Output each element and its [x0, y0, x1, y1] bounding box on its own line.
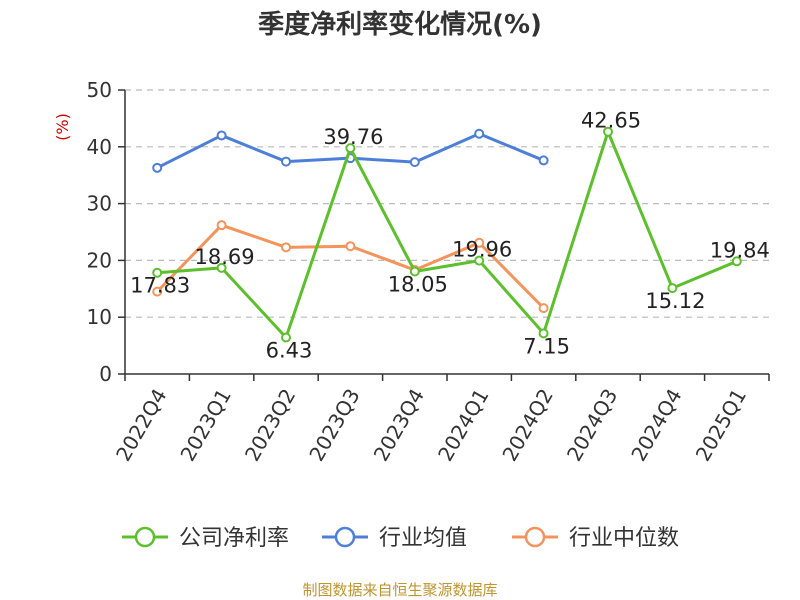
data-point	[345, 241, 356, 252]
legend-swatch-marker	[524, 526, 546, 548]
data-point	[216, 262, 227, 273]
data-label: 18.69	[195, 245, 255, 269]
data-point	[603, 126, 613, 137]
x-tick-label: 2023Q3	[304, 385, 364, 466]
x-tick-label: 2023Q1	[175, 385, 235, 466]
data-point	[281, 156, 291, 167]
data-point	[731, 256, 742, 267]
series-line	[157, 130, 738, 339]
x-tick-label: 2023Q2	[240, 385, 300, 466]
data-point	[152, 286, 163, 297]
data-point	[409, 266, 420, 277]
data-point	[345, 143, 356, 154]
chart-title: 季度净利率变化情况(%)	[258, 9, 542, 40]
y-tick-label: 30	[87, 192, 112, 216]
x-tick-label: 2023Q4	[369, 385, 429, 466]
data-point	[281, 332, 291, 343]
data-point	[152, 162, 163, 173]
x-tick-label: 2024Q1	[433, 385, 493, 466]
data-point	[667, 283, 678, 294]
x-tick-label: 2022Q4	[111, 385, 171, 466]
legend-swatch-marker	[134, 526, 156, 548]
legend-swatch-marker	[334, 526, 356, 548]
data-point	[538, 303, 549, 314]
x-tick-label: 2024Q2	[497, 385, 557, 466]
y-axis-label: (%)	[53, 113, 72, 141]
data-point	[281, 242, 291, 253]
y-tick-labels: 0 10 20 30 40 50	[87, 78, 112, 386]
data-point	[216, 220, 227, 231]
legend: 公司净利率 行业均值 行业中位数	[122, 526, 679, 551]
legend-label: 公司净利率	[179, 526, 289, 551]
series-lines	[152, 126, 742, 343]
data-point	[474, 237, 485, 248]
legend-item: 行业均值	[322, 526, 467, 551]
data-label: 39.76	[323, 125, 383, 149]
y-tick-label: 20	[87, 248, 112, 272]
y-tick-label: 10	[87, 305, 112, 329]
data-label: 19.96	[452, 238, 512, 262]
data-point	[538, 328, 549, 339]
data-point	[152, 267, 163, 278]
data-label: 15.12	[645, 289, 705, 313]
y-tick-label: 40	[87, 135, 112, 159]
data-point	[409, 157, 420, 168]
data-point	[216, 130, 227, 141]
series-0	[152, 126, 742, 343]
data-label: 19.84	[710, 238, 770, 262]
data-point	[538, 155, 549, 166]
data-label: 7.15	[523, 334, 570, 358]
legend-item: 公司净利率	[122, 526, 289, 551]
y-tick-label: 0	[99, 362, 112, 386]
x-tick-label: 2024Q3	[562, 385, 622, 466]
x-tick-label: 2024Q4	[626, 385, 686, 466]
y-tick-label: 50	[87, 78, 112, 102]
legend-label: 行业均值	[379, 526, 467, 551]
data-label: 42.65	[581, 109, 641, 133]
data-label: 6.43	[266, 338, 313, 362]
legend-item: 行业中位数	[512, 526, 679, 551]
source-note: 制图数据来自恒生聚源数据库	[302, 581, 497, 599]
x-tick-label: 2025Q1	[691, 385, 751, 466]
x-tick-labels: 2022Q4 2023Q1 2023Q2 2023Q3 2023Q4 2024Q1 2024…	[111, 385, 751, 466]
legend-label: 行业中位数	[569, 526, 679, 551]
series-1	[152, 128, 549, 173]
axes	[118, 89, 770, 381]
data-point	[474, 128, 485, 139]
data-point	[474, 255, 485, 266]
data-label: 18.05	[388, 272, 448, 296]
data-label: 17.83	[130, 274, 190, 298]
